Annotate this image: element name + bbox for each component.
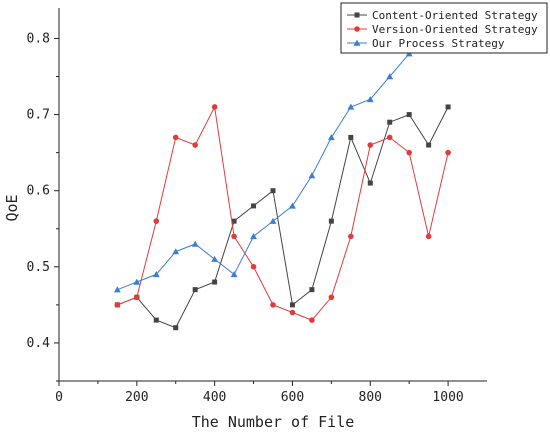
y-tick-label: 0.7 [27, 108, 50, 123]
y-tick-label: 0.5 [27, 260, 50, 275]
chart-axes [58, 8, 487, 382]
data-point-circle [406, 149, 412, 156]
data-point-triangle [269, 217, 277, 224]
data-point-triangle [152, 271, 160, 278]
series-content-oriented-strategy [114, 104, 451, 331]
data-point-triangle [353, 39, 361, 46]
x-tick-label: 1000 [432, 390, 463, 405]
data-point-square [348, 134, 354, 140]
data-point-circle [192, 142, 198, 148]
data-point-square [309, 287, 315, 293]
legend-label: Content-Oriented Strategy [372, 9, 538, 22]
data-point-triangle [211, 255, 219, 262]
data-point-triangle [250, 232, 257, 240]
data-point-circle [134, 294, 140, 301]
data-point-square [212, 279, 218, 285]
series-our-process-strategy [113, 35, 452, 293]
data-point-square [387, 119, 393, 125]
data-point-square [445, 104, 451, 110]
data-point-square [328, 218, 334, 224]
chart-series [113, 35, 452, 331]
data-point-triangle [386, 73, 394, 80]
data-point-circle [445, 149, 451, 156]
data-point-square [367, 180, 373, 186]
data-point-circle [172, 134, 179, 141]
x-tick-label: 200 [125, 390, 148, 405]
legend-label: Our Process Strategy [372, 37, 505, 50]
data-point-square [251, 203, 257, 209]
data-point-circle [250, 264, 257, 270]
data-point-circle [289, 309, 296, 316]
data-point-triangle [113, 286, 121, 293]
data-point-square [354, 12, 360, 18]
data-point-square [231, 218, 237, 224]
x-tick-label: 0 [55, 390, 63, 405]
data-point-square [289, 302, 295, 308]
data-point-circle [153, 218, 160, 224]
data-point-square [270, 188, 276, 194]
data-point-triangle [289, 202, 296, 209]
chart-legend: Content-Oriented StrategyVersion-Oriente… [340, 2, 548, 54]
legend-box [340, 2, 548, 54]
data-point-triangle [230, 271, 238, 278]
data-point-triangle [172, 248, 180, 255]
series-line [117, 105, 449, 321]
y-axis-title: QoE [3, 194, 21, 221]
data-point-circle [231, 233, 237, 240]
axis-ticks: 0 200 400 600 800 1000 0.4 0.5 0.6 0.7 0.8 [27, 31, 464, 405]
data-point-circle [367, 142, 374, 148]
x-tick-label: 600 [281, 390, 304, 405]
data-point-triangle [347, 103, 355, 110]
y-tick-label: 0.4 [27, 336, 51, 351]
data-point-triangle [133, 278, 141, 285]
series-line [117, 37, 449, 291]
data-point-triangle [327, 134, 335, 141]
data-point-square [426, 142, 432, 148]
data-point-square [173, 325, 179, 331]
data-point-circle [309, 317, 315, 323]
data-point-triangle [308, 172, 316, 179]
data-point-square [192, 287, 198, 293]
data-point-triangle [366, 95, 374, 103]
data-point-circle [425, 233, 432, 240]
data-point-square [153, 317, 159, 323]
series-line [117, 106, 449, 329]
x-axis-title: The Number of File [192, 413, 355, 431]
legend-label: Version-Oriented Strategy [372, 23, 538, 36]
data-point-circle [386, 134, 393, 141]
y-tick-label: 0.6 [27, 184, 50, 199]
data-point-circle [354, 26, 360, 32]
x-tick-label: 400 [203, 390, 226, 405]
data-point-triangle [191, 240, 199, 247]
series-version-oriented-strategy [114, 104, 451, 323]
x-tick-label: 800 [359, 390, 382, 405]
data-point-circle [328, 294, 335, 301]
data-point-circle [348, 233, 354, 240]
data-point-circle [211, 104, 218, 110]
data-point-circle [270, 302, 276, 308]
data-point-circle [114, 302, 121, 308]
data-point-square [406, 112, 412, 118]
y-tick-label: 0.8 [27, 31, 50, 46]
